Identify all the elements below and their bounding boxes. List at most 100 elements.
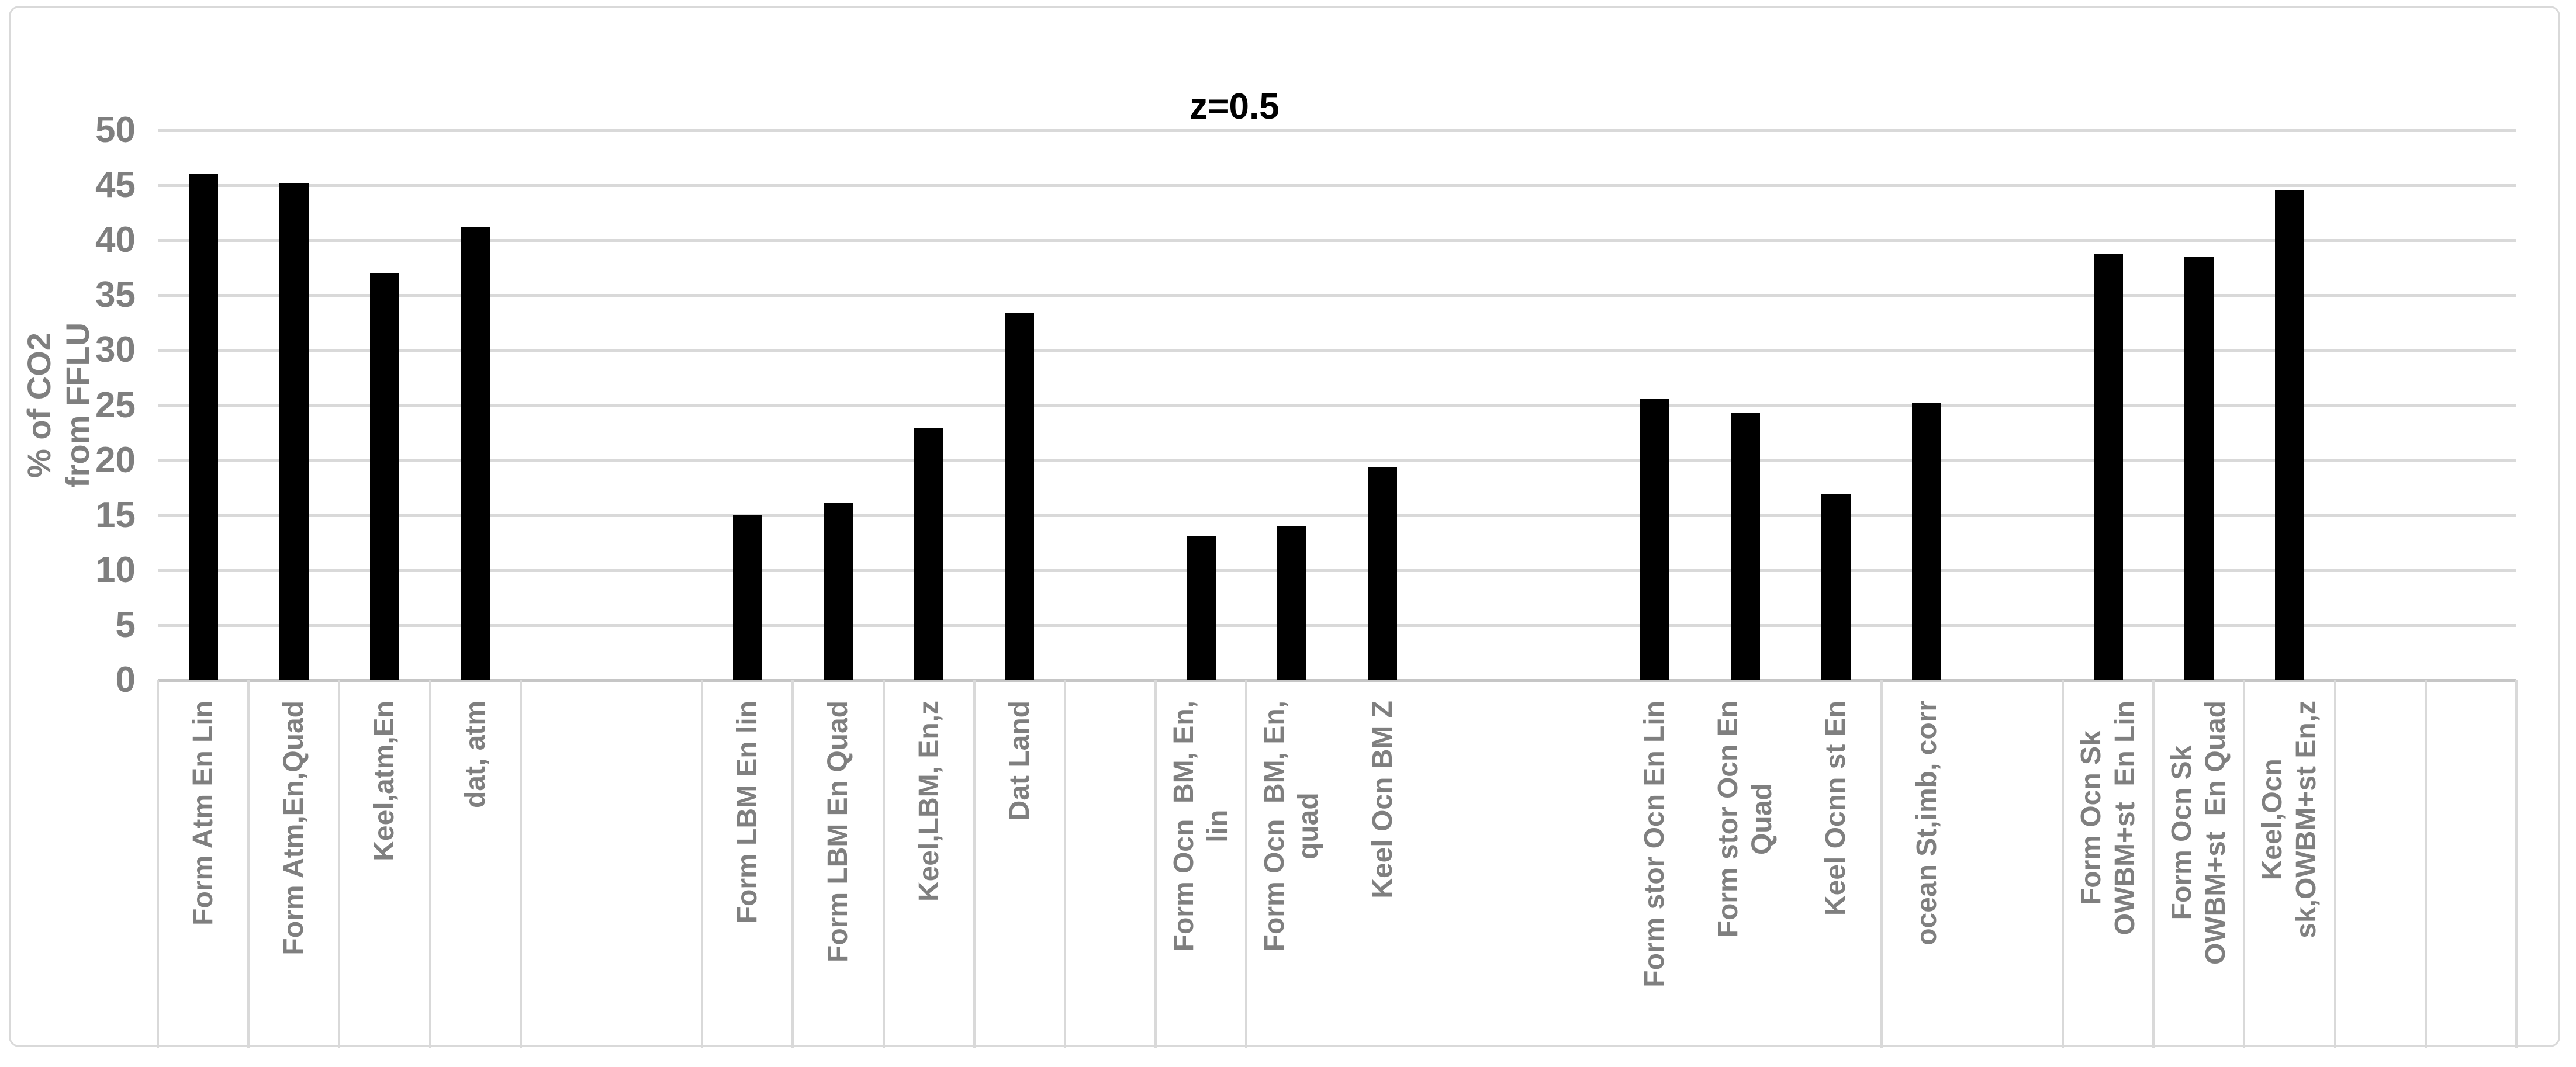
cell-separator — [338, 680, 341, 1048]
gridline — [158, 459, 2516, 462]
category-label: Form Ocn BM, En, lin — [1156, 680, 1246, 1048]
category-label: Form stor Ocn En Quad — [1700, 680, 1790, 1048]
y-tick-label: 40 — [95, 220, 136, 261]
chart-title: z=0.5 — [1190, 86, 1280, 127]
category-label-text: dat, atm — [459, 701, 491, 809]
x-axis-line — [158, 679, 2516, 682]
bar — [369, 273, 399, 680]
category-label-rotated-block: Keel,atm,En — [339, 701, 430, 1048]
category-label-text: Dat Land — [1004, 701, 1035, 821]
bar — [2093, 253, 2123, 680]
cell-separator — [2515, 680, 2518, 1048]
gridline — [158, 623, 2516, 627]
bar — [914, 428, 944, 680]
category-label-rotated-block: dat, atm — [430, 701, 521, 1048]
bar — [1730, 413, 1760, 680]
category-label: ocean St,imb, corr — [1882, 680, 1972, 1048]
y-tick-label: 35 — [95, 275, 136, 316]
category-label-rotated-block: Form Atm,En,Quad — [248, 701, 339, 1048]
cell-separator — [157, 680, 159, 1048]
bar — [2184, 257, 2214, 680]
bar — [823, 503, 853, 680]
y-tick-label: 45 — [95, 165, 136, 206]
chart-border — [9, 6, 2560, 1047]
category-label-text: Form Ocn Sk OWBM+st En Quad — [2166, 701, 2231, 965]
category-label-rotated-block: Form stor Ocn En Quad — [1700, 701, 1790, 1048]
gridline — [158, 184, 2516, 188]
cell-separator — [428, 680, 431, 1048]
category-label-rotated-block: Form Ocn BM, En, lin — [1156, 701, 1246, 1048]
category-label: Form Ocn Sk OWBM+st En Quad — [2153, 680, 2244, 1048]
category-label: Keel Ocn BM Z — [1337, 680, 1428, 1048]
category-label-rotated-block: Form LBM En Quad — [793, 701, 883, 1048]
category-label-text: Form LBM En Quad — [822, 701, 853, 962]
cell-separator — [1063, 680, 1066, 1048]
category-label: Keel,Ocn sk,OWBM+st En,z — [2244, 680, 2335, 1048]
bar — [1640, 399, 1669, 680]
cell-separator — [2424, 680, 2427, 1048]
cell-separator — [791, 680, 794, 1048]
category-label-text: Keel,Ocn sk,OWBM+st En,z — [2257, 701, 2322, 938]
cell-separator — [519, 680, 522, 1048]
category-label-text: Form Atm En Lin — [187, 701, 219, 926]
y-tick-label: 0 — [115, 660, 136, 700]
y-tick-label: 5 — [115, 604, 136, 645]
y-tick-label: 50 — [95, 110, 136, 150]
category-label: Keel Ocnn st En — [1790, 680, 1881, 1048]
category-label-rotated-block: ocean St,imb, corr — [1882, 701, 1972, 1048]
bar — [1912, 403, 1942, 680]
cell-separator — [1154, 680, 1157, 1048]
gridline — [158, 404, 2516, 407]
cell-separator — [1245, 680, 1248, 1048]
category-label-rotated-block: Form Atm En Lin — [158, 701, 248, 1048]
cell-separator — [2333, 680, 2336, 1048]
gridline — [158, 569, 2516, 572]
category-label-text: Keel Ocn BM Z — [1367, 701, 1398, 899]
category-label: Dat Land — [974, 680, 1065, 1048]
category-label-rotated-block: Dat Land — [974, 701, 1065, 1048]
category-label: Form Atm En Lin — [158, 680, 248, 1048]
y-tick-label: 15 — [95, 494, 136, 535]
bar — [1277, 526, 1306, 680]
category-label-text: Form Ocn BM, En, quad — [1258, 701, 1324, 952]
gridline — [158, 129, 2516, 132]
category-label-text: Keel,LBM, En,z — [913, 701, 945, 902]
bar — [279, 183, 309, 680]
category-label-text: ocean St,imb, corr — [1911, 701, 1942, 945]
gridline — [158, 294, 2516, 297]
cell-separator — [973, 680, 976, 1048]
cell-separator — [882, 680, 885, 1048]
category-label: dat, atm — [430, 680, 521, 1048]
category-label-rotated-block: Form Ocn Sk OWBM+st En Quad — [2153, 701, 2244, 1048]
category-label-rotated-block: Form LBM En lin — [702, 701, 793, 1048]
bar — [732, 515, 762, 680]
category-label-rotated-block: Keel Ocn BM Z — [1337, 701, 1428, 1048]
category-label-text: Keel Ocnn st En — [1820, 701, 1852, 916]
bar — [2275, 189, 2305, 680]
category-label: Form Ocn Sk OWBM+st En Lin — [2063, 680, 2153, 1048]
bar — [1821, 494, 1851, 680]
cell-separator — [2152, 680, 2155, 1048]
y-tick-label: 20 — [95, 439, 136, 480]
cell-separator — [1880, 680, 1883, 1048]
category-label-rotated-block: Keel,LBM, En,z — [884, 701, 974, 1048]
gridline — [158, 349, 2516, 352]
category-label-text: Form stor Ocn En Quad — [1712, 701, 1778, 938]
category-label-text: Form Atm,En,Quad — [278, 701, 309, 955]
bar — [461, 227, 490, 680]
category-label-rotated-block: Form stor Ocn En Lin — [1609, 701, 1700, 1048]
category-label: Form stor Ocn En Lin — [1609, 680, 1700, 1048]
category-label-text: Form LBM En lin — [731, 701, 763, 924]
cell-separator — [2243, 680, 2246, 1048]
bar — [188, 174, 218, 680]
category-label: Form LBM En lin — [702, 680, 793, 1048]
category-label-rotated-block: Keel Ocnn st En — [1790, 701, 1881, 1048]
category-label: Keel,atm,En — [339, 680, 430, 1048]
category-label-rotated-block: Form Ocn Sk OWBM+st En Lin — [2063, 701, 2153, 1048]
category-label-text: Form Ocn BM, En, lin — [1168, 701, 1233, 952]
bar — [1005, 313, 1035, 680]
gridline — [158, 514, 2516, 517]
category-label: Form Ocn BM, En, quad — [1246, 680, 1337, 1048]
y-tick-label: 25 — [95, 384, 136, 425]
